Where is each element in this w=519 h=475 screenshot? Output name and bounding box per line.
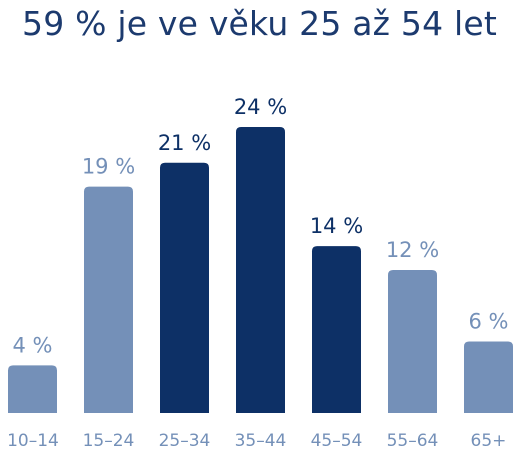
x-tick-label-10–14: 10–14 <box>7 431 59 451</box>
value-labels-group: 4 % 19 % 21 % 24 % 14 % 12 % 6 % <box>13 95 509 357</box>
value-label-65+: 6 % <box>469 310 509 334</box>
x-tick-label-45–54: 45–54 <box>311 431 363 451</box>
bar-10–14 <box>8 365 57 413</box>
bar-25–34 <box>160 162 209 413</box>
x-tick-labels-group: 10–14 15–24 25–34 35–44 45–54 55–64 65+ <box>7 431 506 451</box>
x-tick-label-25–34: 25–34 <box>159 431 211 451</box>
x-tick-label-15–24: 15–24 <box>83 431 135 451</box>
chart-title: 59 % je ve věku 25 až 54 let <box>22 4 497 43</box>
bar-65+ <box>464 341 513 413</box>
x-tick-label-35–44: 35–44 <box>235 431 287 451</box>
value-label-25–34: 21 % <box>158 131 211 155</box>
x-tick-label-65+: 65+ <box>471 431 507 451</box>
value-label-10–14: 4 % <box>13 333 53 357</box>
value-label-55–64: 12 % <box>386 238 439 262</box>
value-label-45–54: 14 % <box>310 214 363 238</box>
bar-35–44 <box>236 127 285 413</box>
bars-group <box>8 127 513 413</box>
value-label-15–24: 19 % <box>82 155 135 179</box>
bar-15–24 <box>84 186 133 413</box>
bar-55–64 <box>388 270 437 413</box>
x-tick-label-55–64: 55–64 <box>387 431 439 451</box>
value-label-35–44: 24 % <box>234 95 287 119</box>
bar-45–54 <box>312 246 361 413</box>
